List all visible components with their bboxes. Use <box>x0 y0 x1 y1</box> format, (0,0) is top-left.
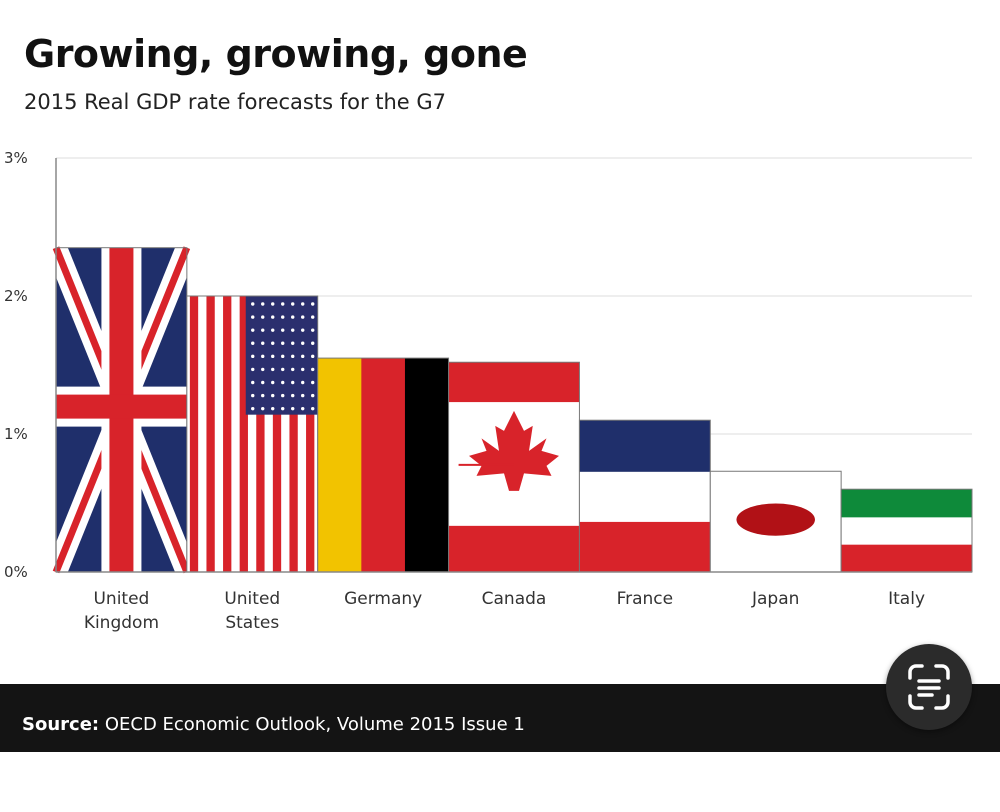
x-category-label: United States <box>224 589 280 633</box>
chart-title: Growing, growing, gone <box>24 32 528 76</box>
y-tick-label: 3% <box>4 149 28 167</box>
bars <box>45 243 973 577</box>
bar-canada-flag <box>448 361 580 573</box>
x-category-label: Italy <box>888 589 925 609</box>
y-tick-label: 1% <box>4 425 28 443</box>
source-value: OECD Economic Outlook, Volume 2015 Issue… <box>99 714 525 735</box>
y-tick-label: 2% <box>4 287 28 305</box>
bar-us-flag <box>186 295 319 573</box>
bar-germany-flag <box>317 357 450 573</box>
bar-france-flag <box>578 419 711 573</box>
bar-japan-flag <box>709 470 842 573</box>
category-labels: United Kingdom United States Germany Canada Fr… <box>84 589 925 633</box>
x-category-label: Japan <box>751 589 799 609</box>
x-category-label: Canada <box>482 589 547 609</box>
bar-uk-flag <box>45 243 198 577</box>
source-footer: Source: OECD Economic Outlook, Volume 20… <box>0 684 1000 752</box>
chart-subtitle: 2015 Real GDP rate forecasts for the G7 <box>24 90 447 114</box>
x-category-label: Germany <box>344 589 422 609</box>
source-text: Source: OECD Economic Outlook, Volume 20… <box>22 714 525 735</box>
x-category-label: France <box>617 589 674 609</box>
y-tick-label: 0% <box>4 563 28 581</box>
bar-chart: 0% 1% 2% 3% United Kingdom United States German… <box>4 149 973 633</box>
source-label: Source: <box>22 714 100 735</box>
x-category-label: United Kingdom <box>84 589 159 633</box>
bar-italy-flag <box>840 488 973 573</box>
scan-text-button[interactable] <box>886 644 972 730</box>
axes: 0% 1% 2% 3% <box>4 149 972 581</box>
scan-text-icon <box>908 664 950 710</box>
